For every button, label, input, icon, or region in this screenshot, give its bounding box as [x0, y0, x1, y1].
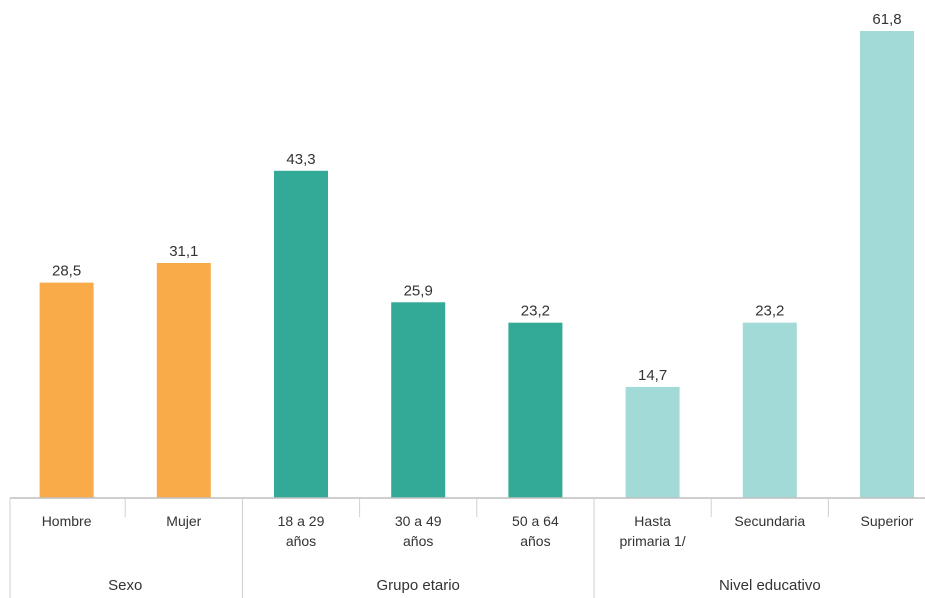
value-label-2-2: 61,8: [872, 11, 901, 28]
category-label-2-0-line-0: Hasta: [634, 513, 671, 529]
bar-2-0: [625, 386, 680, 498]
category-label-1-1-line-0: 30 a 49: [395, 513, 442, 529]
value-label-2-0: 14,7: [638, 367, 667, 384]
bar-1-1: [391, 302, 446, 498]
bars-layer: [39, 31, 914, 499]
category-label-1-0-line-1: años: [286, 533, 316, 549]
group-label-2: Nivel educativo: [719, 577, 821, 594]
value-label-1-2: 23,2: [521, 303, 550, 320]
value-label-1-0: 43,3: [286, 151, 315, 168]
category-label-2-0-line-1: primaria 1/: [620, 533, 686, 549]
value-label-0-0: 28,5: [52, 263, 81, 280]
category-label-1-0-line-0: 18 a 29: [278, 513, 325, 529]
group-labels-layer: Sexo Grupo etario Nivel educativo: [108, 577, 821, 594]
bar-2-2: [860, 31, 914, 498]
category-label-1-2-line-1: años: [520, 533, 550, 549]
bar-0-0: [39, 282, 94, 498]
value-label-0-1: 31,1: [169, 243, 198, 260]
category-label-0-1-line-0: Mujer: [166, 513, 201, 529]
group-label-0: Sexo: [108, 577, 142, 594]
group-label-1: Grupo etario: [377, 577, 460, 594]
bar-1-0: [274, 170, 328, 499]
category-separators: [9, 498, 829, 598]
value-label-1-1: 25,9: [404, 282, 433, 299]
category-label-0-0-line-0: Hombre: [42, 513, 92, 529]
category-label-1-2-line-0: 50 a 64: [512, 513, 559, 529]
category-label-2-2-line-0: Superior: [861, 513, 914, 529]
category-label-1-1-line-1: años: [403, 533, 433, 549]
category-labels-layer: Hombre Mujer 18 a 29 años 30 a 49 años 50 a 64…: [42, 513, 914, 549]
category-label-2-1-line-0: Secundaria: [734, 513, 805, 529]
bar-1-2: [508, 322, 563, 498]
bar-2-1: [742, 322, 797, 498]
value-label-2-1: 23,2: [755, 303, 784, 320]
value-labels-layer: 28,5 31,1 43,3 25,9 23,2 14,7 23,2 61,8: [52, 11, 902, 384]
bar-0-1: [156, 262, 211, 498]
